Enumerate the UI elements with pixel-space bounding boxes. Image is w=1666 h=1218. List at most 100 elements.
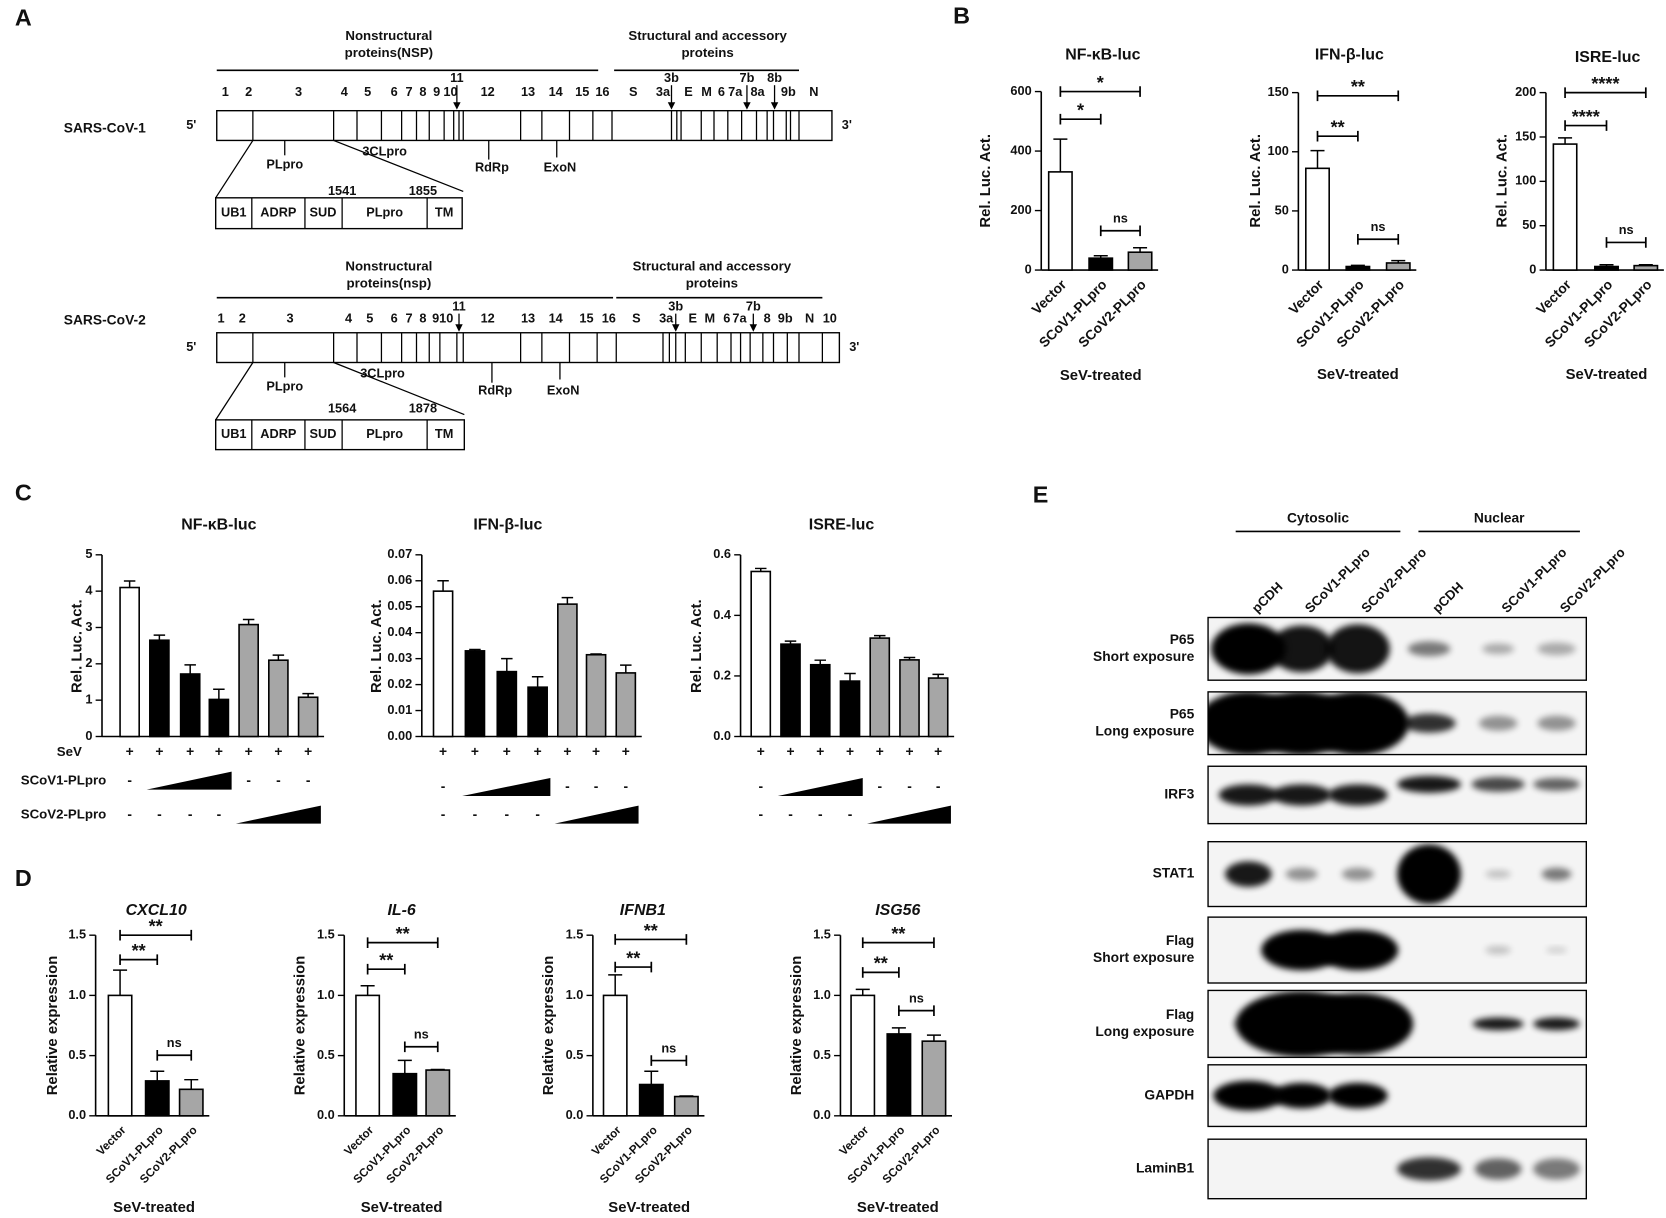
treatment-mark: + bbox=[934, 743, 942, 759]
bar bbox=[1633, 264, 1659, 271]
treatment-mark: - bbox=[565, 778, 570, 794]
y-tick-label: 0.0 bbox=[566, 1107, 584, 1122]
y-axis-label: Rel. Luc. Act. bbox=[1248, 134, 1264, 228]
band bbox=[1341, 867, 1374, 881]
y-tick-label: 0.4 bbox=[713, 607, 732, 622]
y-tick-label: 1.0 bbox=[68, 987, 86, 1002]
significance-label: ns bbox=[909, 990, 924, 1005]
y-tick-label: 0 bbox=[1282, 261, 1289, 276]
enzyme-label: ExoN bbox=[547, 383, 580, 398]
band bbox=[1407, 641, 1451, 657]
treatment-mark: - bbox=[188, 806, 193, 822]
bar bbox=[557, 603, 578, 738]
lane-label: pCDH bbox=[1249, 579, 1286, 616]
genome-box bbox=[216, 332, 841, 364]
bar bbox=[297, 696, 319, 738]
significance-bracket bbox=[366, 963, 406, 975]
treatment-mark: + bbox=[876, 743, 884, 759]
error-bar bbox=[123, 580, 136, 588]
y-axis-label: Rel. Luc. Act. bbox=[978, 134, 994, 228]
band bbox=[1533, 1158, 1580, 1180]
significance-label: ns bbox=[414, 1026, 429, 1041]
y-tick-label: 0.5 bbox=[317, 1047, 335, 1062]
arrow-head bbox=[743, 102, 751, 110]
y-tick-label: 5 bbox=[85, 546, 92, 561]
error-bar bbox=[926, 1034, 941, 1042]
treatment-mark: - bbox=[624, 778, 629, 794]
significance-bracket bbox=[366, 937, 439, 948]
domain-label: ADRP bbox=[260, 205, 297, 220]
treatment-mark: + bbox=[503, 743, 511, 759]
treatment-mark: - bbox=[473, 806, 478, 822]
y-tick-label: 0.03 bbox=[387, 650, 412, 665]
gene-label: E bbox=[684, 84, 693, 99]
significance-bracket bbox=[119, 954, 159, 965]
band bbox=[1485, 945, 1511, 955]
band bbox=[1537, 642, 1576, 656]
treatment-name: SCoV1-PLpro bbox=[21, 773, 107, 788]
blot-group: Nuclear bbox=[1474, 509, 1525, 525]
gene-label: 1 bbox=[217, 310, 224, 325]
domain-label: TM bbox=[435, 205, 453, 220]
error-bar bbox=[1558, 137, 1573, 145]
error-bar bbox=[679, 1095, 694, 1097]
error-bar bbox=[561, 596, 574, 605]
region-header: proteins bbox=[686, 275, 738, 290]
error-bar bbox=[469, 648, 481, 651]
panel-label: B bbox=[953, 2, 970, 28]
bar bbox=[149, 639, 170, 738]
band bbox=[1302, 993, 1414, 1055]
significance-label: ** bbox=[874, 954, 888, 974]
dose-triangle bbox=[462, 777, 551, 796]
treatment-mark: - bbox=[758, 778, 763, 794]
significance-bracket bbox=[119, 929, 193, 941]
gene-label: 14 bbox=[549, 84, 564, 99]
gene-label: 11 bbox=[450, 70, 463, 85]
bar bbox=[178, 1088, 204, 1117]
domain-label: PLpro bbox=[366, 426, 403, 441]
treatment-mark: + bbox=[592, 743, 600, 759]
treatment-mark: + bbox=[186, 743, 194, 759]
treatment-mark: + bbox=[245, 743, 253, 759]
bar bbox=[886, 1033, 912, 1117]
gene-label: M bbox=[704, 310, 715, 325]
panel-label: E bbox=[1033, 482, 1049, 508]
bar bbox=[850, 994, 876, 1117]
y-tick-label: 1.5 bbox=[68, 927, 86, 942]
gene-label: 7 bbox=[406, 310, 413, 325]
treatment-mark: - bbox=[217, 806, 222, 822]
region-header: proteins bbox=[681, 45, 733, 60]
gene-label: 3a bbox=[659, 310, 674, 325]
error-bar bbox=[874, 634, 886, 639]
five-prime: 5' bbox=[186, 339, 196, 354]
gene-label: 9 bbox=[433, 84, 440, 99]
significance-label: ** bbox=[379, 951, 393, 971]
error-bar bbox=[844, 672, 856, 682]
error-bar bbox=[755, 567, 767, 572]
treatment-mark: - bbox=[758, 806, 763, 822]
gene-label: 13 bbox=[521, 84, 535, 99]
band bbox=[1482, 643, 1515, 655]
significance-bracket bbox=[898, 1005, 935, 1016]
error-bar bbox=[1391, 259, 1406, 263]
y-tick-label: 1.5 bbox=[813, 927, 831, 942]
gene-label: 2 bbox=[245, 84, 252, 99]
blot-bands bbox=[1213, 1080, 1388, 1111]
band bbox=[1285, 867, 1318, 881]
chart-title: ISG56 bbox=[875, 902, 920, 919]
error-bar bbox=[1310, 149, 1325, 169]
y-axis-label: Rel. Luc. Act. bbox=[369, 599, 385, 693]
y-tick-label: 2 bbox=[85, 655, 92, 670]
bar bbox=[1385, 262, 1411, 271]
y-tick-label: 100 bbox=[1515, 173, 1536, 188]
y-axis-label: Rel. Luc. Act. bbox=[69, 599, 85, 693]
gene-label: 12 bbox=[481, 84, 495, 99]
error-bar bbox=[437, 580, 449, 592]
lane-label: pCDH bbox=[1429, 579, 1466, 616]
y-tick-label: 0.04 bbox=[387, 624, 413, 639]
significance-label: ns bbox=[661, 1040, 676, 1055]
enzyme-label: PLpro bbox=[266, 378, 303, 393]
arrow-head bbox=[453, 102, 461, 110]
significance-bracket bbox=[1605, 237, 1647, 248]
gene-label: 14 bbox=[549, 310, 564, 325]
